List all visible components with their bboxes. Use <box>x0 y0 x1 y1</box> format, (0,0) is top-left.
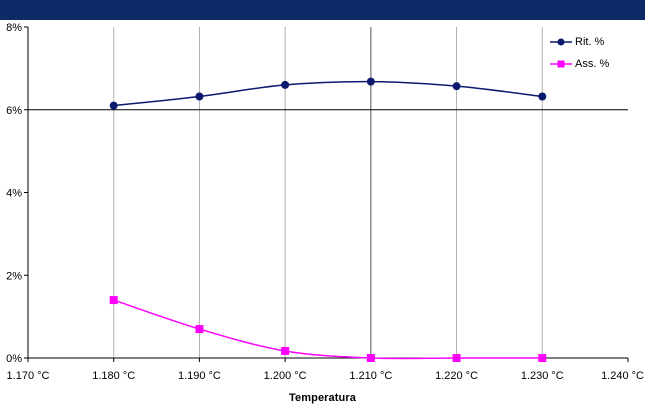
data-point-ass <box>538 354 547 362</box>
data-point-rit <box>452 82 461 91</box>
y-tick-label: 4% <box>6 188 22 200</box>
y-tick-label: 0% <box>6 353 22 365</box>
x-tick-label: 1.210 °C <box>349 370 392 382</box>
x-tick-label: 1.220 °C <box>435 370 478 382</box>
series-line-rit <box>113 80 543 107</box>
chart-legend: Rit. % Ass. % <box>549 30 627 85</box>
legend-label-ass: Ass. % <box>575 58 610 70</box>
data-point-rit <box>281 80 290 89</box>
x-tick-label: 1.230 °C <box>521 370 564 382</box>
data-point-rit <box>366 77 375 86</box>
legend-item-rit: Rit. % <box>549 34 627 50</box>
legend-swatch-rit <box>550 38 572 46</box>
data-point-ass <box>195 325 204 334</box>
series-line-ass <box>113 299 543 360</box>
chart-tick-labels: 0% 2% 4% 6% 8% 1.170 °C 1.180 °C 1.190 °C 1.200 … <box>6 22 644 382</box>
y-tick-label: 8% <box>6 22 22 34</box>
data-point-rit <box>538 92 547 101</box>
chart-axes <box>24 26 629 362</box>
y-tick-label: 6% <box>6 105 22 117</box>
legend-swatch-ass <box>550 60 572 68</box>
legend-label-rit: Rit. % <box>575 36 605 48</box>
x-tick-label: 1.240 °C <box>601 370 644 382</box>
x-tick-label: 1.180 °C <box>92 370 135 382</box>
x-tick-label: 1.200 °C <box>264 370 307 382</box>
data-point-ass <box>109 296 118 305</box>
x-tick-label: 1.170 °C <box>7 370 50 382</box>
data-point-rit <box>195 92 204 101</box>
x-axis-title: Temperatura <box>289 392 356 404</box>
data-point-ass <box>281 346 290 355</box>
x-tick-label: 1.190 °C <box>178 370 221 382</box>
data-point-ass <box>452 354 461 362</box>
data-point-rit <box>109 101 118 110</box>
chart-gridlines <box>28 27 628 358</box>
legend-item-ass: Ass. % <box>549 56 627 72</box>
chart-series <box>109 77 547 362</box>
data-point-ass <box>366 354 375 362</box>
y-tick-label: 2% <box>6 270 22 282</box>
header-band <box>0 0 645 20</box>
